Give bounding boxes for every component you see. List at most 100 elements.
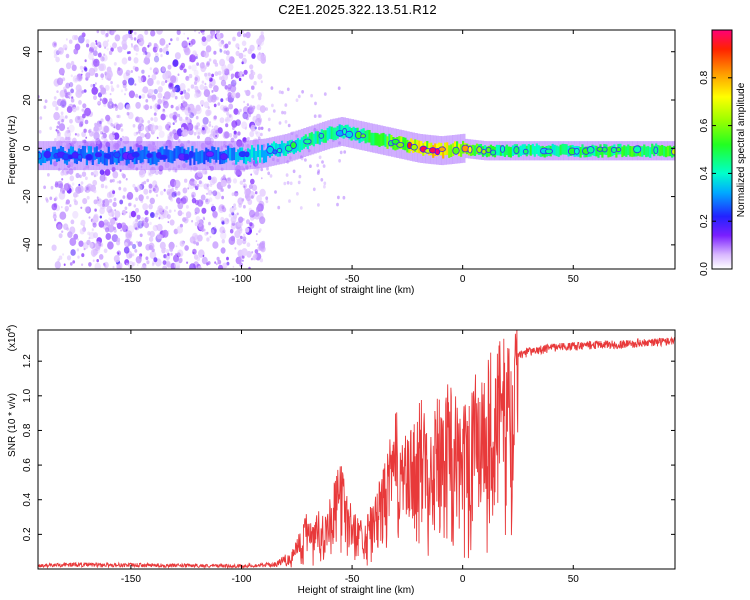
noise-speckle (211, 31, 215, 36)
noise-speckle (298, 174, 302, 179)
noise-speckle (93, 95, 97, 101)
noise-speckle (77, 185, 84, 194)
noise-speckle (233, 206, 237, 211)
ridge-cell (368, 130, 371, 143)
noise-speckle (212, 210, 218, 218)
noise-speckle (140, 221, 142, 224)
snr-x-tick-label: 0 (460, 574, 466, 585)
noise-speckle (188, 180, 192, 185)
ridge-cell (641, 146, 644, 157)
noise-speckle (116, 222, 122, 230)
ridge-cell (264, 149, 268, 163)
noise-speckle (92, 179, 98, 186)
noise-speckle (202, 117, 209, 125)
noise-speckle (160, 113, 166, 121)
noise-speckle (173, 179, 181, 189)
noise-speckle (196, 184, 200, 188)
noise-speckle (167, 221, 170, 224)
noise-speckle (220, 79, 227, 87)
noise-speckle (238, 256, 242, 261)
noise-speckle (207, 106, 210, 110)
noise-speckle (154, 112, 157, 116)
noise-speckle (150, 117, 154, 121)
noise-speckle (191, 197, 197, 204)
noise-speckle (88, 216, 91, 219)
noise-speckle (201, 207, 207, 214)
noise-speckle (142, 52, 145, 56)
noise-speckle (157, 92, 163, 99)
noise-speckle (103, 206, 106, 210)
ridge-blob (94, 152, 103, 158)
noise-speckle (145, 125, 151, 133)
noise-speckle (192, 248, 197, 255)
noise-speckle (177, 191, 181, 196)
noise-speckle (104, 168, 111, 176)
noise-speckle (94, 262, 101, 269)
noise-speckle (80, 222, 82, 225)
noise-speckle (238, 77, 242, 82)
noise-speckle (69, 119, 73, 124)
ridge-cell (231, 148, 234, 161)
noise-speckle (124, 206, 128, 211)
ridge-cell (376, 133, 379, 146)
ridge-cell (643, 144, 646, 156)
noise-speckle (281, 90, 284, 95)
noise-speckle (133, 57, 139, 64)
spectrogram-x-tick-label: 0 (460, 274, 466, 285)
noise-speckle (236, 212, 239, 216)
noise-speckle (216, 96, 219, 101)
noise-speckle (181, 126, 185, 131)
noise-speckle (85, 176, 88, 181)
noise-speckle (182, 129, 189, 137)
ridge-cell (81, 145, 84, 159)
noise-speckle (64, 115, 68, 119)
noise-speckle (201, 229, 204, 232)
noise-speckle (120, 128, 124, 132)
noise-speckle (139, 233, 143, 238)
ridge-cell (657, 145, 660, 156)
noise-speckle (80, 219, 86, 226)
noise-speckle (136, 263, 139, 267)
noise-speckle (102, 40, 109, 48)
noise-speckle (70, 74, 73, 78)
ridge-cell (143, 146, 146, 159)
noise-speckle (131, 44, 134, 48)
noise-speckle (210, 94, 217, 103)
noise-speckle (98, 220, 105, 228)
noise-speckle (195, 106, 202, 115)
noise-speckle (51, 244, 57, 251)
noise-speckle (106, 118, 110, 122)
ridge-blob (205, 151, 215, 158)
noise-speckle (163, 188, 166, 192)
noise-speckle (246, 116, 249, 121)
noise-speckle (162, 229, 169, 238)
noise-speckle (162, 72, 169, 81)
noise-speckle (99, 207, 105, 215)
noise-speckle (219, 226, 226, 234)
ridge-cell (253, 147, 256, 161)
noise-speckle (43, 185, 46, 190)
noise-speckle (241, 61, 244, 65)
noise-speckle (147, 120, 151, 124)
noise-speckle (65, 208, 68, 212)
ridge-cell (296, 138, 299, 151)
ridge-blob (303, 138, 312, 145)
noise-speckle (211, 125, 214, 128)
ridge-cell (472, 144, 475, 156)
noise-speckle (189, 263, 196, 269)
ridge-cell (326, 127, 329, 141)
noise-speckle (239, 108, 242, 113)
ridge-cell (135, 151, 138, 164)
noise-speckle (153, 116, 158, 123)
noise-speckle (113, 254, 120, 263)
noise-speckle (239, 180, 244, 185)
noise-speckle (51, 203, 58, 211)
noise-speckle (125, 232, 132, 241)
noise-speckle (207, 72, 211, 77)
noise-speckle (138, 95, 142, 99)
noise-speckle (253, 81, 257, 86)
noise-speckle (267, 171, 271, 176)
noise-speckle (132, 124, 136, 128)
ridge-cell (511, 145, 514, 156)
noise-speckle (319, 114, 322, 118)
